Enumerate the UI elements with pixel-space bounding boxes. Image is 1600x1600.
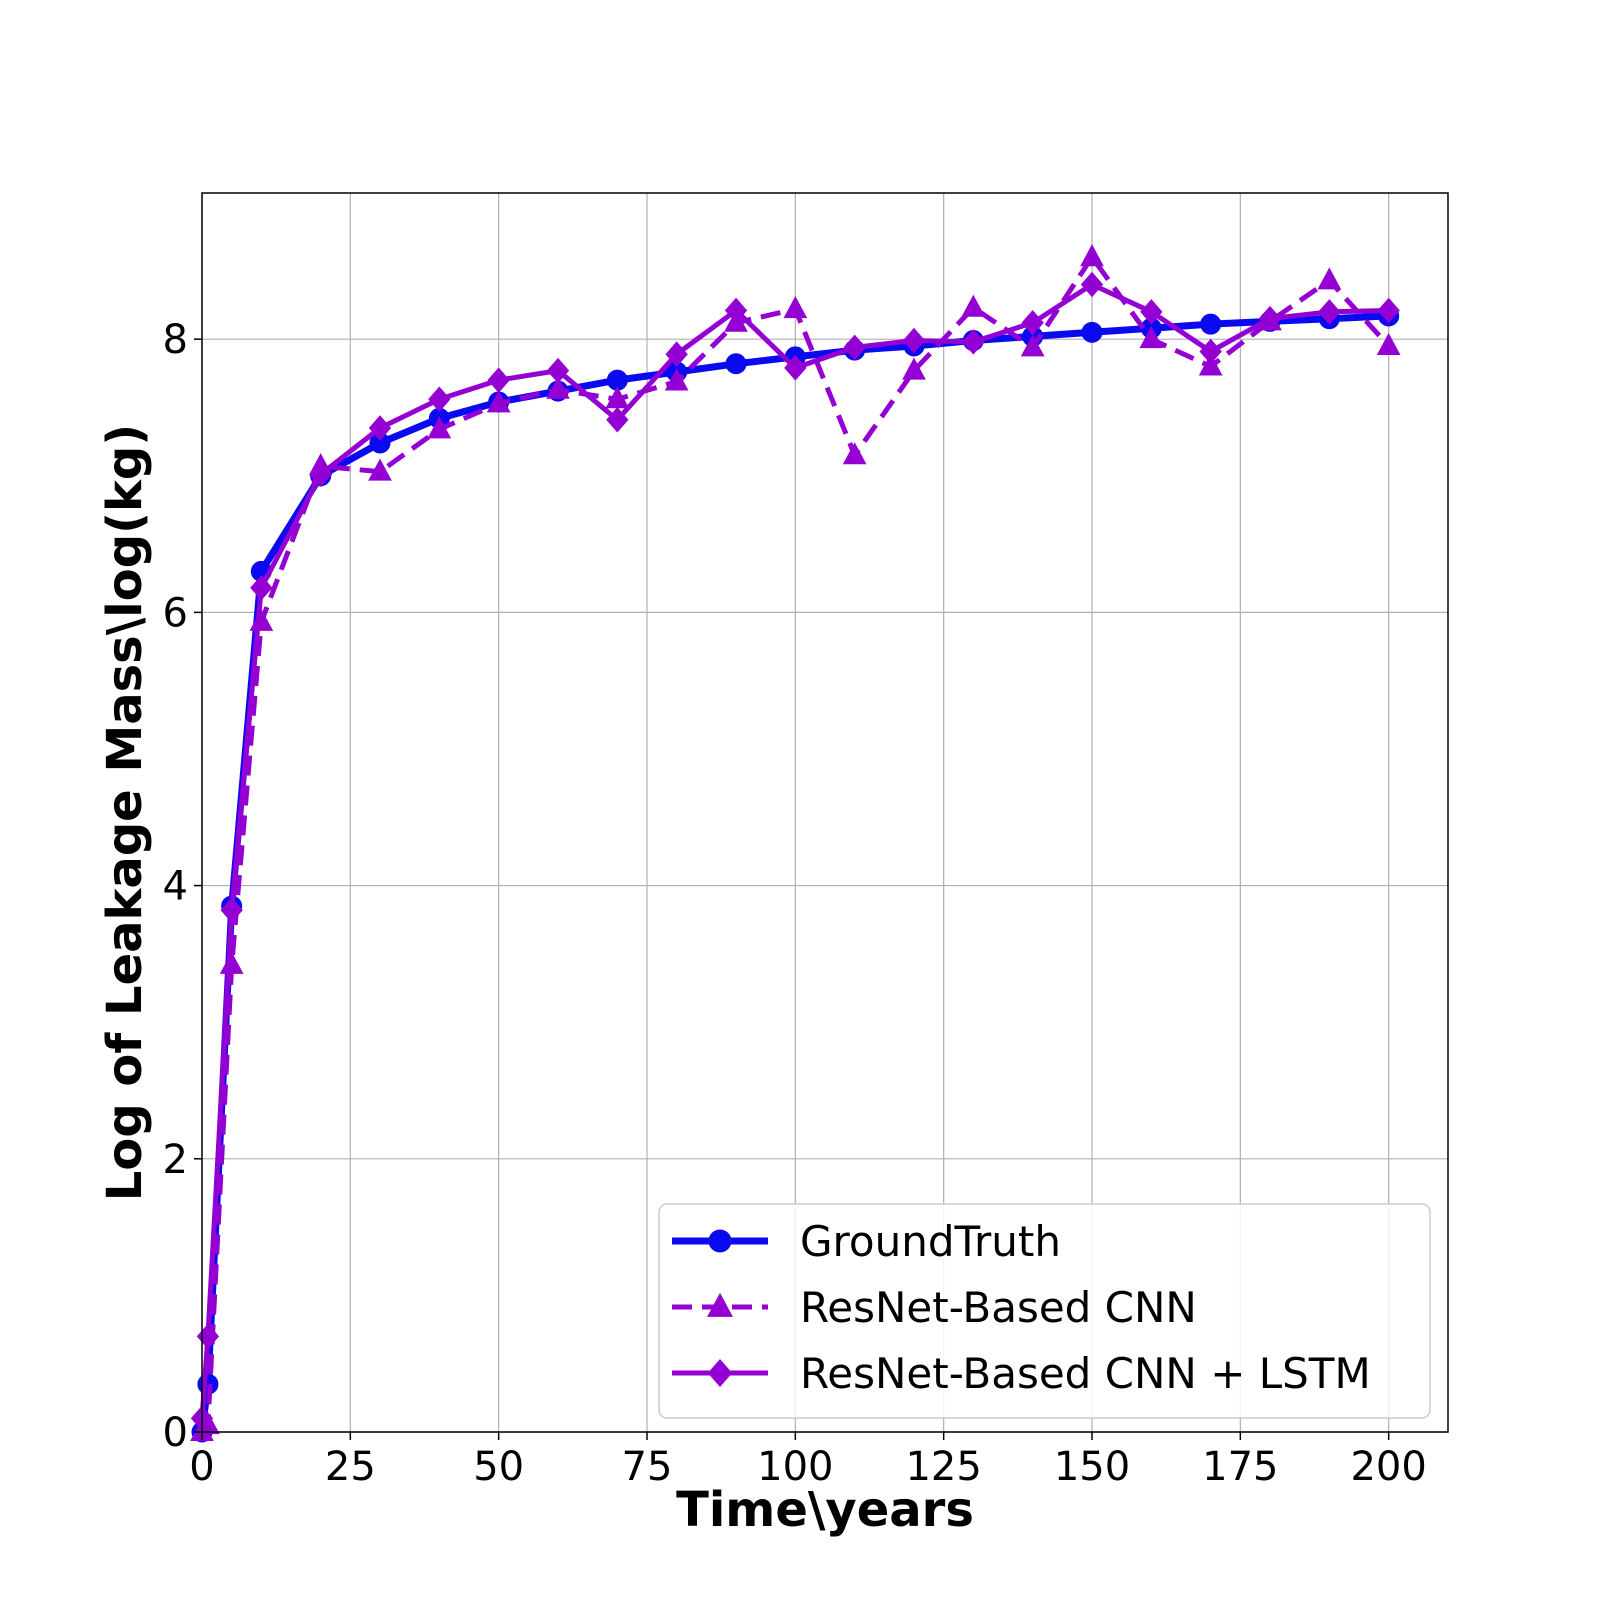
- data-point: [1200, 313, 1222, 335]
- x-tick-label: 125: [905, 1444, 981, 1490]
- data-point: [962, 329, 985, 355]
- y-tick-label: 0: [163, 1410, 188, 1456]
- data-point: [665, 341, 688, 367]
- data-point: [427, 416, 452, 439]
- y-tick-label: 8: [163, 317, 188, 363]
- x-tick-label: 100: [757, 1444, 833, 1490]
- x-tick-label: 75: [622, 1444, 673, 1490]
- legend-label-1: ResNet-Based CNN: [800, 1283, 1197, 1332]
- data-point: [1080, 271, 1104, 298]
- data-point: [546, 357, 570, 384]
- data-point: [606, 407, 629, 433]
- series-layer: [190, 244, 1401, 1443]
- data-point: [428, 386, 451, 413]
- ticks: 0 25 50 75 100 125 150 175 200 0 2 4 6 8: [163, 317, 1427, 1490]
- data-point: [1198, 353, 1223, 376]
- x-tick-label: 175: [1202, 1444, 1278, 1490]
- data-point: [664, 368, 689, 391]
- data-point: [784, 355, 807, 381]
- data-point: [1139, 326, 1164, 349]
- data-point: [368, 415, 392, 441]
- data-point: [1020, 334, 1045, 357]
- data-point: [1376, 332, 1401, 355]
- x-tick-label: 200: [1350, 1444, 1426, 1490]
- y-tick-label: 2: [163, 1137, 188, 1183]
- data-point: [487, 367, 510, 393]
- y-tick-label: 4: [163, 864, 188, 910]
- x-tick-label: 150: [1054, 1444, 1130, 1490]
- legend-marker-2: [707, 1359, 733, 1387]
- data-point: [1258, 305, 1282, 332]
- data-point: [783, 296, 808, 319]
- data-point: [1377, 297, 1400, 324]
- data-point: [724, 297, 748, 324]
- data-point: [220, 897, 243, 923]
- data-point: [546, 376, 570, 399]
- data-point: [309, 461, 332, 488]
- plot-frame: [201, 192, 1449, 1433]
- legend-label-0: GroundTruth: [800, 1217, 1061, 1266]
- data-point: [486, 390, 511, 413]
- legend-box: [658, 1203, 1431, 1419]
- data-point: [250, 575, 273, 601]
- data-point: [961, 294, 986, 317]
- legend-marker-0: [708, 1229, 732, 1253]
- data-point: [842, 442, 867, 465]
- data-point: [1021, 310, 1044, 336]
- x-tick-label: 25: [325, 1444, 376, 1490]
- data-point: [368, 458, 392, 481]
- data-point: [725, 353, 747, 375]
- legend-marker-1: [707, 1292, 733, 1317]
- data-point: [843, 334, 866, 361]
- x-tick-label: 50: [473, 1444, 524, 1490]
- data-point: [1081, 321, 1103, 343]
- data-point: [1080, 244, 1104, 267]
- data-point: [1199, 338, 1222, 365]
- x-axis-title: Time\years: [676, 1482, 974, 1538]
- data-point: [1318, 299, 1341, 325]
- data-point: [1140, 299, 1163, 325]
- y-axis-title: Log of Leakage Mass\log(kg): [97, 424, 153, 1201]
- y-tick-label: 6: [163, 590, 188, 636]
- data-point: [902, 357, 926, 380]
- legend-label-2: ResNet-Based CNN + LSTM: [800, 1349, 1371, 1398]
- series-2: [190, 271, 1400, 1432]
- legend: GroundTruth ResNet-Based CNN ResNet-Based …: [658, 1203, 1431, 1419]
- x-tick-label: 0: [189, 1444, 214, 1490]
- data-point: [1317, 267, 1342, 290]
- data-point: [902, 327, 926, 354]
